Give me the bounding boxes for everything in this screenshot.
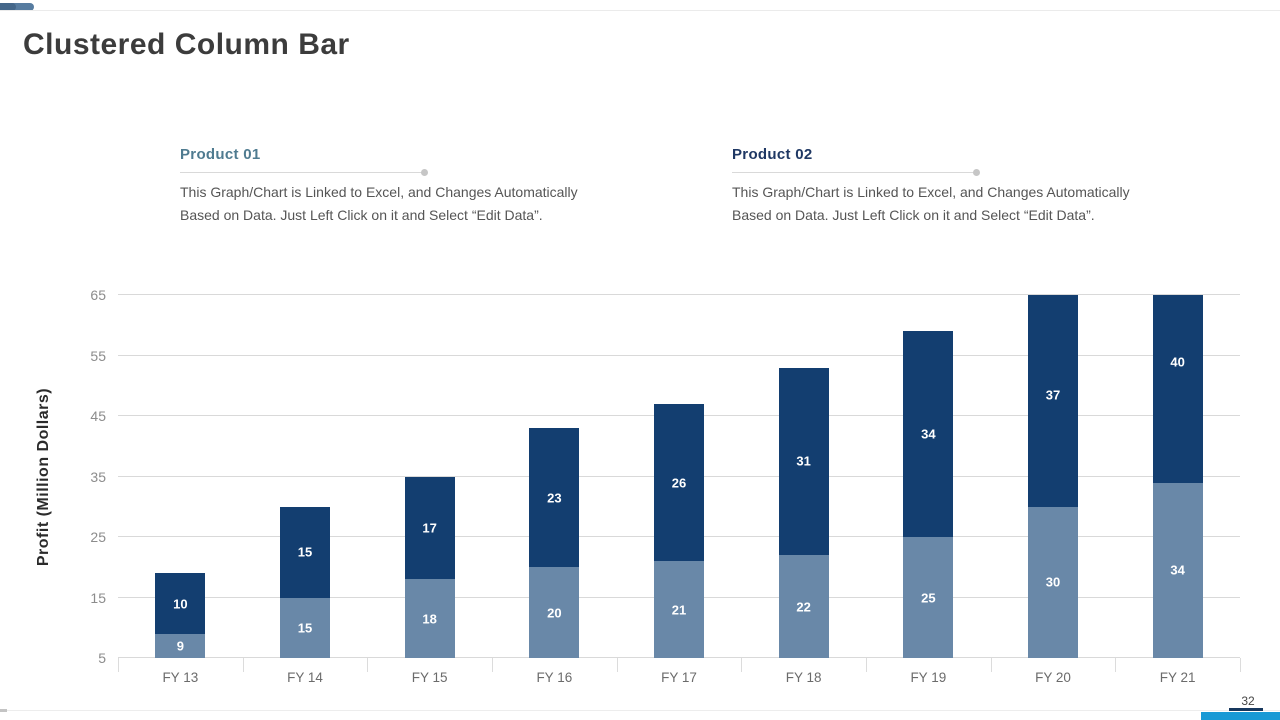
x-axis-tick-mark — [492, 658, 493, 672]
x-axis-tick-mark — [1240, 658, 1241, 672]
segment-product-02 — [903, 331, 954, 537]
bar-value-label: 34 — [921, 426, 936, 442]
segment-product-01 — [529, 567, 580, 658]
product-02-heading: Product 02 — [732, 146, 813, 163]
bar-column-fy-13[interactable]: 9 10 — [155, 295, 206, 658]
segment-product-01 — [903, 537, 954, 658]
x-axis-tick-mark — [1115, 658, 1117, 672]
y-axis-tick-label: 5 — [98, 650, 106, 666]
segment-product-01 — [404, 579, 455, 658]
bar-value-label: 21 — [671, 602, 687, 618]
x-axis-tick-mark — [990, 658, 992, 672]
x-axis-tick-mark — [118, 658, 119, 672]
top-divider-line — [0, 10, 1280, 11]
y-axis-tick-label: 35 — [90, 468, 106, 485]
segment-product-02 — [529, 428, 580, 568]
x-axis-tick-mark — [367, 658, 369, 672]
bar-column-fy-21[interactable]: 34 40 — [1152, 295, 1203, 658]
segment-product-02 — [1028, 295, 1078, 507]
bar-value-label: 37 — [1045, 387, 1061, 403]
x-axis-category-label: FY 21 — [1159, 670, 1196, 685]
segment-product-02 — [778, 367, 829, 556]
bar-value-label: 22 — [796, 599, 811, 615]
bar-value-label: 10 — [173, 596, 188, 612]
page-number: 32 — [1241, 694, 1255, 708]
bar-value-label: 18 — [422, 611, 437, 627]
gridline — [118, 354, 1240, 356]
segment-product-01 — [1028, 506, 1078, 658]
top-left-accent-shape — [0, 3, 34, 11]
product-01-description: This Graph/Chart is Linked to Excel, and… — [180, 184, 578, 223]
y-axis-tick-label: 25 — [90, 529, 106, 545]
y-axis-tick-label: 15 — [90, 589, 106, 606]
bar-value-label: 31 — [796, 453, 811, 469]
gridline — [118, 294, 1240, 295]
x-axis-tick-mark — [866, 658, 867, 672]
segment-product-01 — [654, 561, 704, 658]
x-axis-category-label: FY 15 — [411, 670, 448, 685]
bar-value-label: 25 — [921, 590, 936, 605]
bar-value-label: 30 — [1045, 574, 1061, 590]
x-axis-category-label: FY 14 — [287, 670, 323, 685]
x-axis-category-label: FY 17 — [661, 670, 697, 685]
y-axis-tick-label: 55 — [90, 347, 106, 364]
bar-value-label: 9 — [176, 638, 184, 654]
segment-product-02 — [404, 476, 455, 580]
page-number-underline — [1229, 708, 1263, 711]
bar-column-fy-16[interactable]: 20 23 — [529, 295, 580, 658]
bar-column-fy-17[interactable]: 21 26 — [654, 295, 704, 658]
y-axis-title: Profit (Million Dollars) — [35, 387, 52, 567]
product-02-divider — [732, 169, 980, 176]
product-02-description: This Graph/Chart is Linked to Excel, and… — [732, 184, 1130, 223]
bar-column-fy-20[interactable]: 30 37 — [1028, 295, 1078, 658]
plot-area: 5 15 25 35 45 55 65 9 10 FY 13 15 15 FY 14 18 17 FY 15 2… — [90, 287, 1241, 685]
x-axis-tick-mark — [242, 658, 244, 672]
segment-product-01 — [155, 633, 206, 658]
x-axis-category-label: FY 18 — [785, 670, 822, 685]
segment-product-01 — [778, 555, 829, 658]
x-axis-tick-mark — [616, 658, 618, 672]
segment-product-02 — [1152, 295, 1203, 483]
y-axis-tick-label: 65 — [90, 287, 106, 303]
bar-value-label: 40 — [1170, 354, 1185, 370]
x-axis-category-label: FY 19 — [910, 670, 947, 685]
bar-column-fy-18[interactable]: 22 31 — [778, 295, 829, 658]
bottom-divider-line — [0, 710, 1280, 711]
x-axis-category-label: FY 16 — [536, 670, 573, 685]
bar-value-label: 34 — [1170, 562, 1185, 578]
segment-product-02 — [280, 506, 330, 598]
segment-product-02 — [654, 403, 704, 562]
bottom-left-tick — [0, 709, 7, 712]
stacked-column-chart[interactable]: Profit (Million Dollars) 5 15 25 35 45 55 65 9 1… — [0, 270, 1280, 690]
bar-value-label: 15 — [297, 544, 313, 560]
segment-product-02 — [155, 573, 206, 634]
top-left-accent-cap — [0, 3, 16, 11]
bar-value-label: 20 — [547, 605, 562, 621]
x-axis-tick-mark — [741, 658, 743, 672]
bar-value-label: 15 — [297, 620, 313, 636]
divider-dot-icon — [421, 169, 428, 176]
product-02-block: Product 02 This Graph/Chart is Linked to… — [732, 146, 1142, 227]
bar-column-fy-19[interactable]: 25 34 — [903, 295, 954, 658]
x-axis-category-label: FY 20 — [1035, 670, 1071, 685]
product-01-divider — [180, 169, 428, 176]
product-01-heading: Product 01 — [180, 146, 261, 163]
bar-column-fy-15[interactable]: 18 17 — [404, 295, 455, 658]
x-axis-category-label: FY 13 — [162, 670, 199, 685]
bar-value-label: 17 — [422, 520, 437, 536]
divider-dot-icon — [973, 169, 980, 176]
bar-column-fy-14[interactable]: 15 15 — [280, 295, 330, 658]
bar-value-label: 26 — [671, 475, 687, 491]
y-axis-tick-label: 45 — [90, 408, 106, 424]
segment-product-01 — [280, 597, 330, 658]
product-01-block: Product 01 This Graph/Chart is Linked to… — [180, 146, 590, 227]
bottom-right-accent-bar — [1201, 712, 1280, 720]
slide-title: Clustered Column Bar — [23, 28, 350, 61]
segment-product-01 — [1152, 482, 1203, 658]
bar-value-label: 23 — [547, 490, 562, 506]
